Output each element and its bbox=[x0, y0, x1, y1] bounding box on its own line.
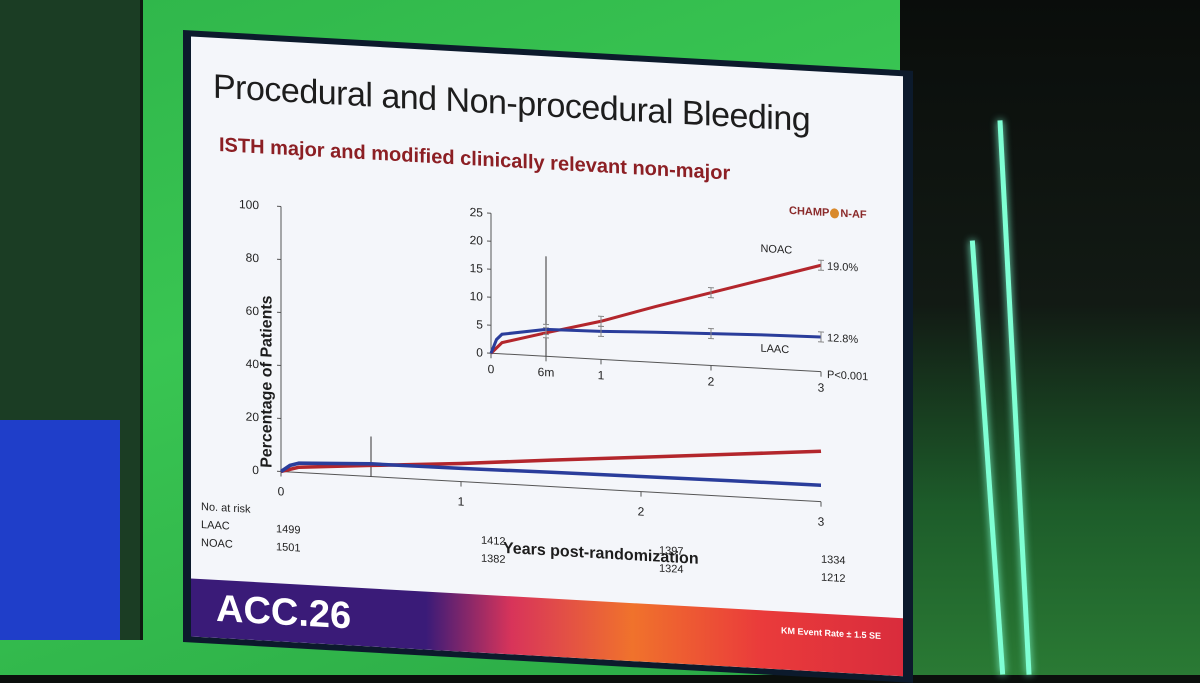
stage-right-background bbox=[900, 0, 1200, 675]
main-x-tick-label: 2 bbox=[638, 504, 645, 518]
projection-screen: Procedural and Non-procedural Bleeding I… bbox=[183, 30, 913, 683]
inset-x-tick-label: 6m bbox=[538, 365, 555, 380]
risk-row-label: NOAC bbox=[201, 537, 233, 551]
risk-cell: 1412 bbox=[481, 535, 505, 548]
main-x-tick-label: 3 bbox=[818, 514, 825, 528]
risk-cell: 1397 bbox=[659, 545, 683, 558]
main-x-tick-label: 1 bbox=[458, 494, 465, 508]
inset-y-tick-label: 0 bbox=[476, 345, 483, 359]
inset-x-tick-label: 2 bbox=[708, 374, 715, 388]
inset-p-value: P<0.001 bbox=[827, 369, 868, 383]
inset-end-label-noac: 19.0% bbox=[827, 261, 858, 275]
main-y-tick-label: 20 bbox=[246, 410, 260, 425]
inset-end-label-laac: 12.8% bbox=[827, 332, 858, 346]
inset-x-tick-label: 1 bbox=[598, 368, 605, 382]
risk-cell: 1501 bbox=[276, 541, 300, 554]
inset-y-tick-label: 15 bbox=[470, 261, 484, 276]
main-line-noac bbox=[281, 421, 821, 502]
main-line-laac bbox=[281, 455, 821, 502]
inset-x-tick-label: 0 bbox=[488, 362, 495, 376]
risk-cell: 1382 bbox=[481, 553, 505, 566]
main-y-tick-label: 40 bbox=[246, 357, 260, 372]
footnote: KM Event Rate ± 1.5 SE bbox=[781, 625, 881, 641]
main-y-tick-label: 80 bbox=[246, 251, 260, 266]
inset-series-name-noac: NOAC bbox=[761, 243, 793, 257]
inset-y-tick-label: 20 bbox=[470, 233, 484, 248]
risk-row-label: LAAC bbox=[201, 519, 230, 533]
main-x-tick-label: 0 bbox=[278, 484, 285, 498]
risk-cell: 1499 bbox=[276, 523, 300, 536]
y-axis-label: Percentage of Patients bbox=[258, 295, 276, 469]
main-x-axis bbox=[281, 471, 821, 501]
inset-y-tick-label: 5 bbox=[476, 317, 483, 331]
inset-series-name-laac: LAAC bbox=[761, 343, 790, 357]
side-screen bbox=[0, 0, 143, 640]
risk-cell: 1212 bbox=[821, 572, 845, 585]
inset-x-tick-label: 3 bbox=[818, 380, 825, 394]
side-screen-blue-panel bbox=[0, 420, 120, 640]
inset-y-tick-label: 25 bbox=[470, 205, 484, 220]
conference-logo: ACC.26 bbox=[216, 588, 351, 639]
risk-cell: 1324 bbox=[659, 563, 683, 576]
slide: Procedural and Non-procedural Bleeding I… bbox=[191, 36, 903, 676]
inset-y-tick-label: 10 bbox=[470, 289, 484, 304]
risk-cell: 1334 bbox=[821, 554, 845, 567]
main-y-tick-label: 60 bbox=[246, 304, 260, 319]
main-y-tick-label: 100 bbox=[239, 197, 259, 212]
